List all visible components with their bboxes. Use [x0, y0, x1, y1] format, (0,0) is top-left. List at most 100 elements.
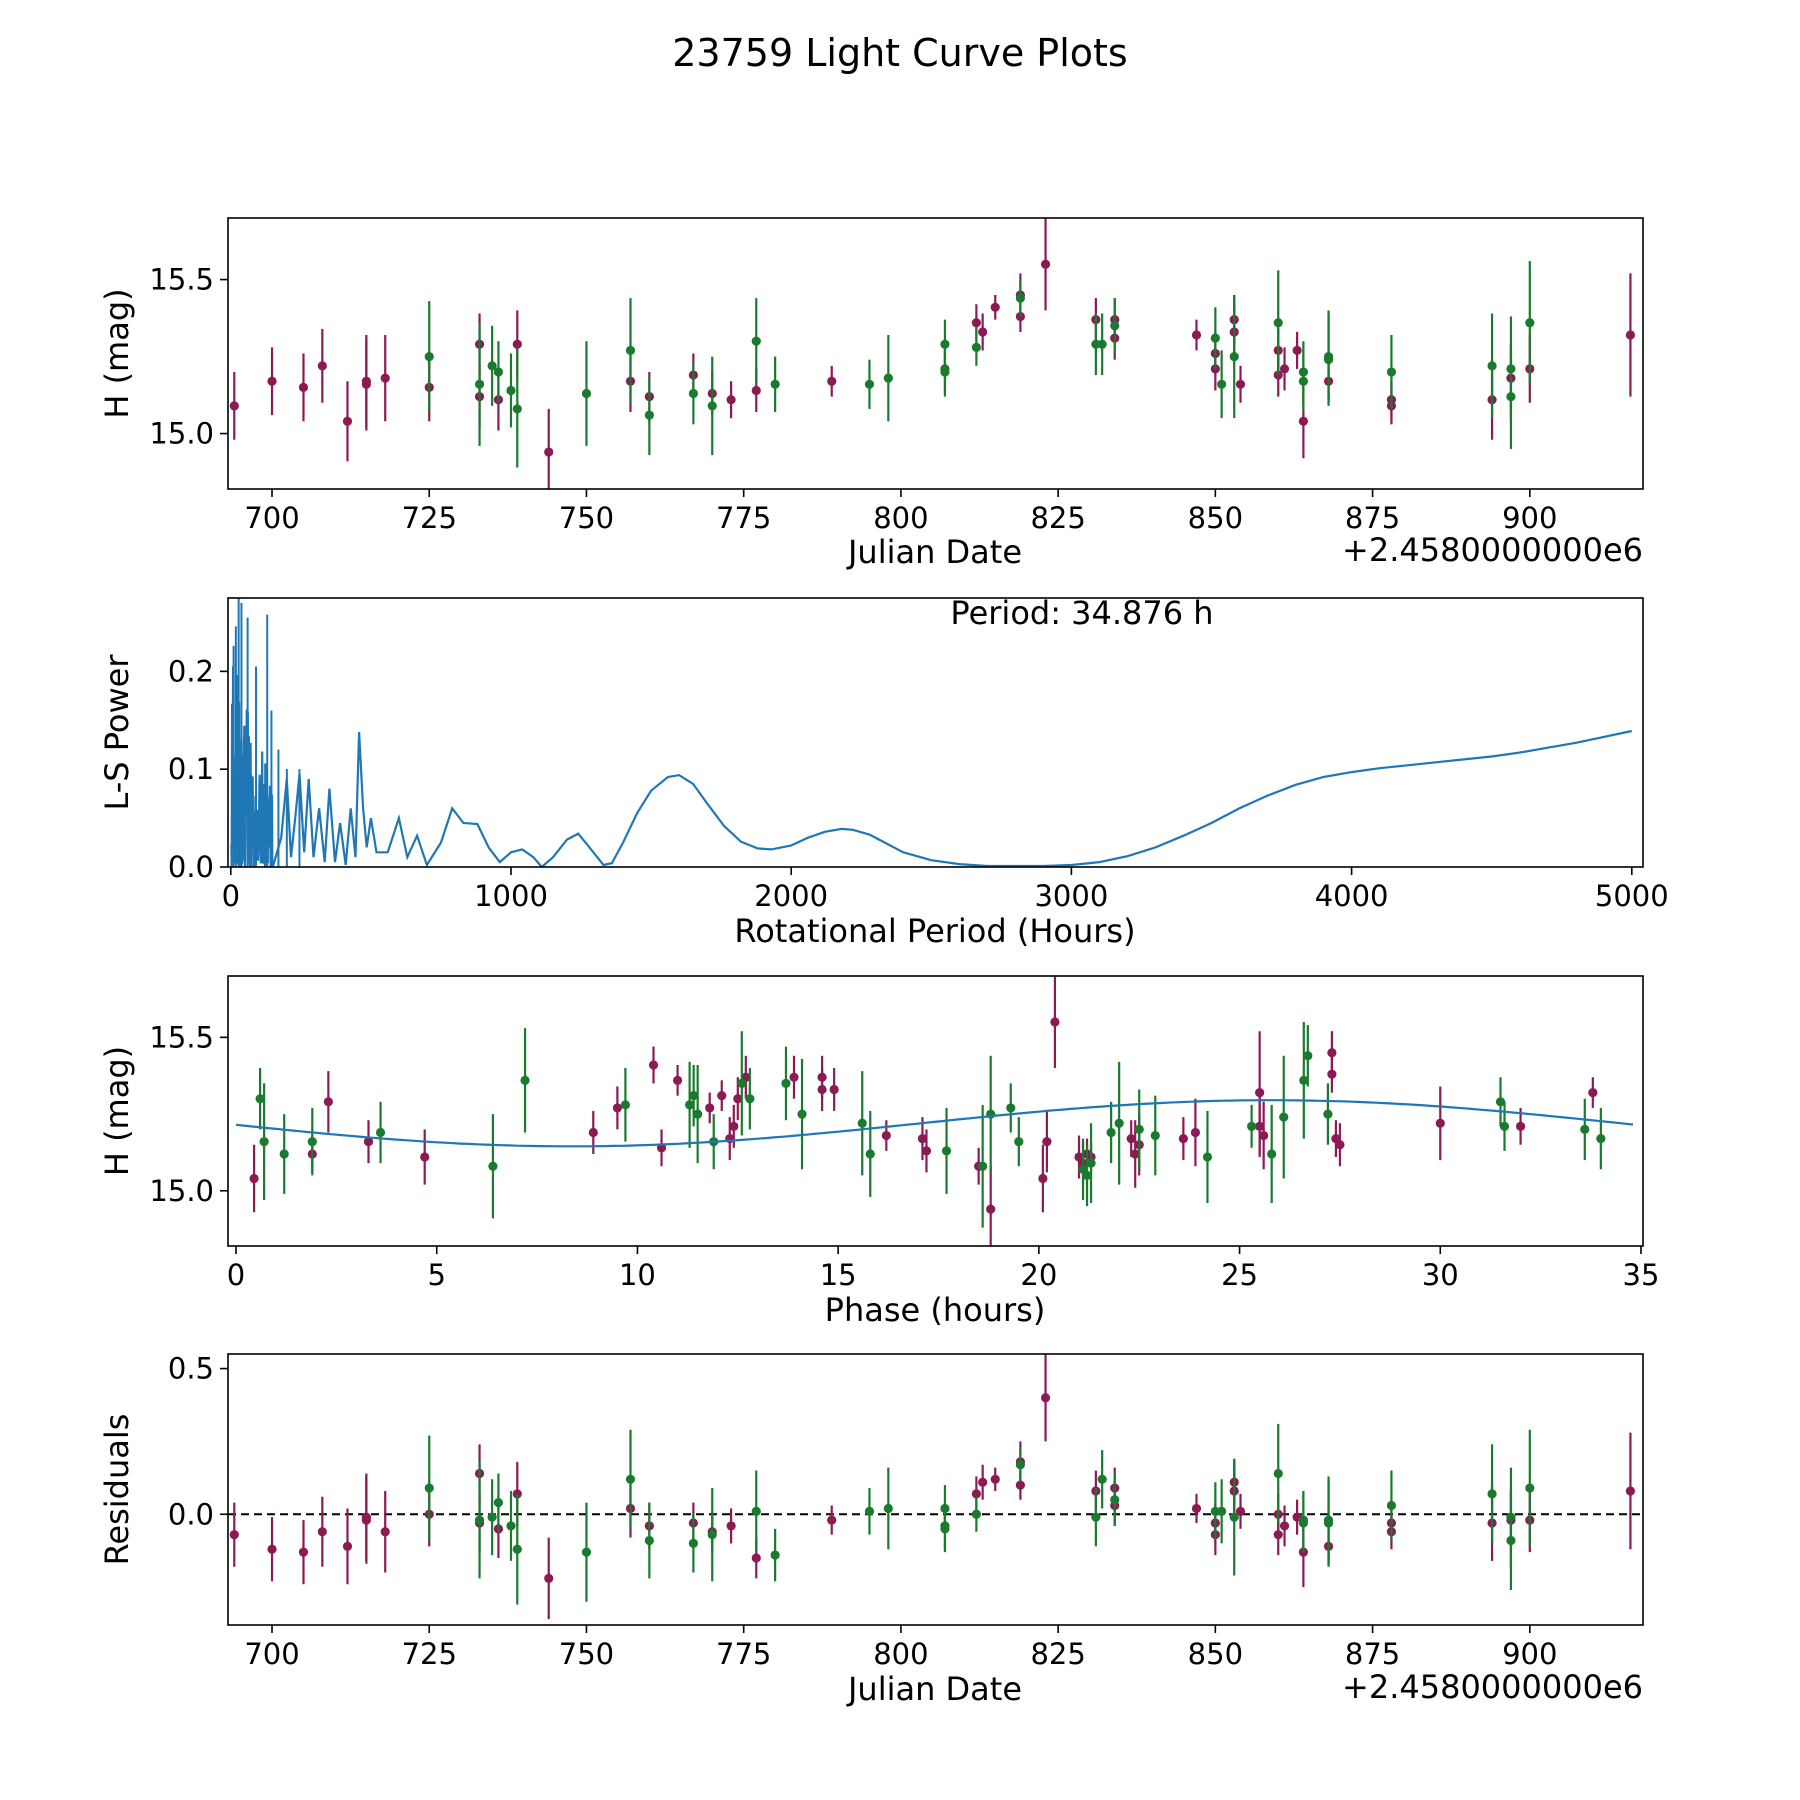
- x-tick-label: 1000: [474, 879, 548, 913]
- red-data-point: [612, 1103, 622, 1113]
- green-data-point: [688, 1538, 698, 1549]
- green-data-point: [1279, 1112, 1289, 1122]
- red-data-point: [726, 395, 736, 405]
- period-annotation: Period: 34.876 h: [950, 594, 1213, 632]
- red-data-point: [1279, 364, 1290, 374]
- y-tick-label: 0.2: [168, 654, 214, 688]
- green-data-point: [1525, 1483, 1535, 1493]
- red-data-point: [829, 1084, 839, 1095]
- periodogram-panel: 0 1000 2000 3000 4000 5000 0.0 0.1 0.2 Rotational…: [98, 594, 1669, 950]
- red-data-point: [420, 1152, 430, 1162]
- red-data-point: [229, 1530, 239, 1540]
- green-data-point: [493, 1498, 504, 1508]
- x-tick-label: 800: [873, 1637, 928, 1671]
- green-data-point: [688, 388, 698, 399]
- green-data-point: [1323, 351, 1334, 362]
- green-data-point: [685, 1100, 695, 1110]
- red-data-point: [986, 1204, 996, 1214]
- red-data-point: [990, 1474, 1000, 1484]
- red-data-point: [323, 1097, 333, 1107]
- x-tick-label: 25: [1221, 1258, 1258, 1292]
- green-data-point: [864, 1506, 875, 1516]
- red-data-point: [380, 1527, 390, 1537]
- red-data-point: [827, 1515, 837, 1525]
- red-data-point: [1625, 330, 1636, 340]
- green-data-point: [883, 1503, 893, 1514]
- red-data-point: [1435, 1118, 1445, 1128]
- red-data-point: [789, 1072, 799, 1082]
- red-data-point: [512, 339, 522, 349]
- green-data-point: [1580, 1124, 1590, 1135]
- y-axis-label: H (mag): [98, 1046, 136, 1176]
- y-axis-label: Residuals: [98, 1414, 136, 1566]
- red-data-point: [1191, 1503, 1202, 1514]
- green-data-point: [1150, 1130, 1160, 1141]
- red-data-point: [1515, 1121, 1526, 1131]
- red-data-point: [363, 1137, 374, 1147]
- green-data-point: [581, 1547, 592, 1557]
- red-data-point: [1126, 1134, 1136, 1144]
- red-data-point: [1235, 1506, 1246, 1516]
- red-data-point: [361, 376, 371, 386]
- red-data-point: [1327, 1048, 1337, 1058]
- red-data-point: [588, 1127, 598, 1138]
- red-data-point: [1235, 379, 1246, 389]
- red-data-point: [249, 1173, 259, 1184]
- green-data-point: [1082, 1170, 1092, 1181]
- red-data-point: [1040, 259, 1051, 269]
- green-data-point: [883, 373, 893, 383]
- green-data-point: [857, 1118, 867, 1128]
- x-tick-label: 2000: [754, 879, 828, 913]
- green-data-point: [1525, 318, 1535, 328]
- green-data-point: [940, 1524, 950, 1534]
- red-data-point: [726, 1521, 736, 1531]
- green-series: [424, 1423, 1535, 1605]
- red-data-point: [1190, 1127, 1201, 1138]
- green-data-point: [1386, 367, 1397, 377]
- x-tick-label: 700: [244, 1637, 299, 1671]
- red-data-point: [1335, 1140, 1345, 1150]
- red-data-point: [1279, 1521, 1290, 1531]
- green-data-point: [1006, 1103, 1016, 1113]
- green-data-point: [1229, 1512, 1239, 1522]
- lightcurve-panel: 700 725 750 775 800 825 850 875 900 15.0 15.5 Julia…: [98, 217, 1644, 571]
- red-data-point: [1050, 1017, 1060, 1027]
- green-data-point: [1487, 361, 1497, 371]
- x-tick-label: 825: [1030, 501, 1085, 535]
- red-data-point: [317, 361, 327, 371]
- green-data-point: [689, 1091, 699, 1101]
- data-layer: [235, 976, 1634, 1246]
- green-data-point: [1106, 1127, 1116, 1138]
- green-data-point: [1273, 1468, 1283, 1479]
- green-data-point: [1506, 364, 1516, 374]
- green-data-point: [1134, 1124, 1144, 1135]
- x-offset-text: +2.4580000000e6: [1342, 531, 1643, 569]
- red-data-point: [1255, 1087, 1265, 1098]
- red-data-point: [298, 382, 309, 392]
- green-data-point: [487, 1512, 497, 1522]
- red-data-point: [751, 385, 761, 396]
- green-data-point: [1499, 1121, 1510, 1131]
- red-data-point: [921, 1146, 932, 1156]
- green-data-point: [941, 1146, 952, 1156]
- x-tick-label: 875: [1345, 501, 1400, 535]
- red-data-point: [751, 1553, 761, 1563]
- green-data-point: [1091, 339, 1101, 349]
- red-data-point: [917, 1134, 928, 1144]
- red-data-point: [380, 373, 390, 383]
- green-data-point: [1323, 1518, 1334, 1528]
- green-data-point: [307, 1137, 317, 1147]
- phased-panel: 0 5 10 15 20 25 30 35 15.0 15.5 Phase (hours) H (ma…: [98, 975, 1660, 1329]
- x-tick-label: 30: [1422, 1258, 1459, 1292]
- green-data-point: [1210, 1506, 1220, 1516]
- green-data-point: [424, 351, 434, 362]
- green-data-point: [512, 1544, 522, 1554]
- red-data-point: [544, 1573, 554, 1583]
- x-tick-label: 35: [1623, 1258, 1660, 1292]
- x-tick-label: 850: [1188, 501, 1243, 535]
- green-data-point: [737, 1078, 747, 1088]
- red-data-point: [1015, 1480, 1025, 1490]
- model-curve: [235, 1099, 1634, 1148]
- red-data-point: [881, 1130, 891, 1141]
